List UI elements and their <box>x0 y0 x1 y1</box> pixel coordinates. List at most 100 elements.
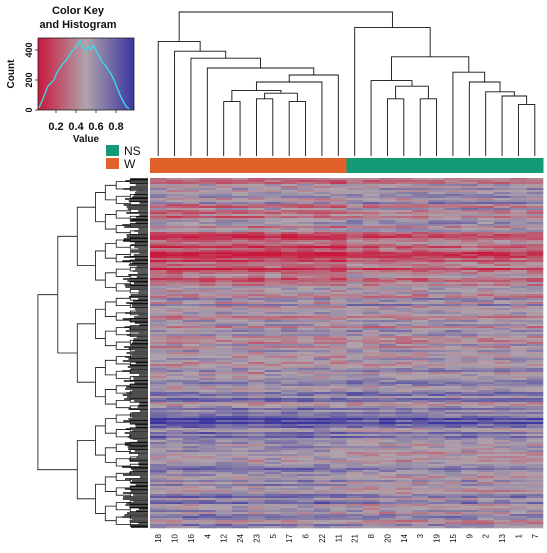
heatmap-cell <box>231 468 249 471</box>
column-dendrogram-branch <box>391 56 470 81</box>
heatmap-cell <box>412 476 429 479</box>
heatmap-cell <box>199 318 216 321</box>
heatmap-cell <box>444 332 462 335</box>
heatmap-cell <box>166 292 184 295</box>
heatmap-cell <box>231 354 249 357</box>
heatmap-cell <box>477 218 495 221</box>
heatmap-cell <box>264 436 282 439</box>
heatmap-cell <box>477 420 495 423</box>
heatmap-cell <box>395 362 413 365</box>
heatmap-cell <box>379 236 396 239</box>
heatmap-cell <box>395 226 413 229</box>
heatmap-cell <box>477 270 495 273</box>
heatmap-cell <box>412 366 429 369</box>
heatmap-cell <box>412 286 429 289</box>
heatmap-cell <box>362 472 380 475</box>
heatmap-cell <box>281 478 298 481</box>
heatmap-cell <box>264 444 282 447</box>
heatmap-cell <box>362 450 380 453</box>
heatmap-cell <box>346 466 364 469</box>
heatmap-cell <box>199 202 216 205</box>
heatmap-cell <box>313 188 331 191</box>
heatmap-cell <box>395 318 413 321</box>
heatmap-cell <box>428 520 446 523</box>
heatmap-cell <box>166 344 184 347</box>
heatmap-cell <box>199 330 216 333</box>
heatmap-cell <box>297 346 315 349</box>
heatmap-cell <box>297 350 315 353</box>
heatmap-cell <box>444 264 462 267</box>
heatmap-cell <box>346 310 364 313</box>
heatmap-cell <box>166 478 184 481</box>
heatmap-cell <box>346 446 364 449</box>
heatmap-cell <box>412 234 429 237</box>
heatmap-cell <box>444 370 462 373</box>
heatmap-cell <box>362 384 380 387</box>
heatmap-cell <box>150 292 167 295</box>
heatmap-cell <box>215 270 233 273</box>
heatmap-cell <box>428 228 446 231</box>
heatmap-cell <box>166 364 184 367</box>
heatmap-cell <box>428 344 446 347</box>
heatmap-cell <box>346 384 364 387</box>
heatmap-cell <box>215 326 233 329</box>
heatmap-cell <box>526 388 544 391</box>
heatmap-cell <box>313 434 331 437</box>
heatmap-cell <box>182 368 200 371</box>
heatmap-cell <box>444 458 462 461</box>
heatmap-cell <box>346 388 364 391</box>
heatmap-cell <box>281 320 298 323</box>
heatmap-cell <box>215 254 233 257</box>
heatmap-cell <box>248 388 265 391</box>
heatmap-cell <box>379 448 396 451</box>
heatmap-cell <box>248 434 265 437</box>
heatmap-cell <box>231 180 249 183</box>
heatmap-cell <box>166 296 184 299</box>
heatmap-cell <box>150 352 167 355</box>
heatmap-cell <box>297 498 315 501</box>
heatmap-cell <box>346 308 364 311</box>
heatmap-cell <box>428 480 446 483</box>
heatmap-cell <box>231 324 249 327</box>
heatmap-cell <box>428 204 446 207</box>
heatmap-cell <box>281 308 298 311</box>
heatmap-cell <box>231 458 249 461</box>
heatmap-cell <box>526 230 544 233</box>
heatmap-cell <box>412 230 429 233</box>
heatmap-cell <box>526 184 544 187</box>
heatmap-cell <box>444 276 462 279</box>
heatmap-cell <box>264 456 282 459</box>
heatmap-cell <box>231 388 249 391</box>
heatmap-cell <box>493 460 511 463</box>
group-bar-cell <box>166 158 184 173</box>
heatmap-cell <box>461 404 478 407</box>
heatmap-cell <box>281 246 298 249</box>
heatmap-cell <box>477 520 495 523</box>
heatmap-cell <box>428 182 446 185</box>
heatmap-cell <box>215 434 233 437</box>
heatmap-cell <box>166 330 184 333</box>
heatmap-cell <box>362 348 380 351</box>
heatmap-cell <box>264 342 282 345</box>
heatmap-cell <box>215 446 233 449</box>
heatmap-cell <box>346 342 364 345</box>
heatmap-cell <box>477 350 495 353</box>
heatmap-cell <box>297 186 315 189</box>
heatmap-cell <box>477 226 495 229</box>
heatmap-cell <box>428 298 446 301</box>
heatmap-cell <box>477 398 495 401</box>
heatmap-cell <box>150 316 167 319</box>
heatmap-cell <box>199 398 216 401</box>
heatmap-cell <box>199 474 216 477</box>
heatmap-cell <box>166 242 184 245</box>
heatmap-cell <box>182 404 200 407</box>
heatmap-cell <box>395 314 413 317</box>
heatmap-cell <box>215 470 233 473</box>
heatmap-cell <box>346 188 364 191</box>
heatmap-cell <box>477 324 495 327</box>
heatmap-cell <box>264 372 282 375</box>
heatmap-cell <box>297 290 315 293</box>
heatmap-cell <box>215 406 233 409</box>
heatmap-cell <box>248 350 265 353</box>
heatmap-cell <box>412 508 429 511</box>
